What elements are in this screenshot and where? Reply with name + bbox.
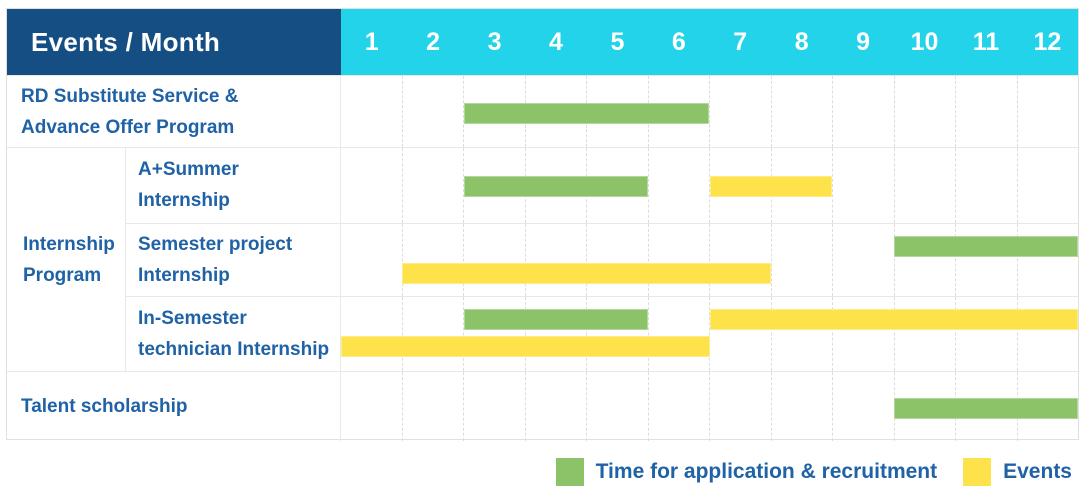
month-header-8: 8 bbox=[794, 27, 809, 56]
events-yellow-swatch bbox=[963, 458, 992, 486]
bar-area-semester-project bbox=[341, 223, 1078, 297]
gantt-bar-application bbox=[463, 309, 649, 331]
month-gridlines bbox=[341, 223, 1078, 297]
month-gridlines bbox=[341, 76, 1078, 147]
gantt-bar-events bbox=[402, 262, 771, 284]
gantt-bar-application bbox=[463, 176, 649, 198]
month-header-10: 10 bbox=[910, 27, 939, 56]
month-header-7: 7 bbox=[733, 27, 748, 56]
row-semester-project: Semester project Internship bbox=[126, 222, 1078, 297]
month-header-strip: 1 2 3 4 5 6 7 8 9 10 11 12 bbox=[341, 9, 1078, 75]
legend-label-application: Time for application & recruitment bbox=[595, 460, 938, 483]
events-month-header-cell: Events / Month bbox=[7, 9, 341, 75]
bar-area-a-plus-summer bbox=[341, 148, 1078, 223]
month-header-4: 4 bbox=[549, 27, 563, 56]
row-label-semester-project: Semester project Internship bbox=[126, 223, 341, 297]
month-header-12: 12 bbox=[1033, 27, 1062, 56]
application-green-swatch bbox=[555, 458, 584, 486]
bar-area-talent-scholarship bbox=[341, 372, 1078, 441]
gantt-bar-events bbox=[709, 176, 833, 198]
legend-label-events: Events bbox=[1003, 460, 1072, 483]
legend-item-application: Time for application & recruitment bbox=[555, 458, 938, 486]
row-in-semester-technician: In-Semester technician Internship bbox=[126, 296, 1078, 371]
gantt-bar-events bbox=[709, 309, 1078, 331]
gantt-bar-events bbox=[341, 336, 710, 358]
group-label-internship-program: Internship Program bbox=[7, 148, 126, 371]
gantt-bar-application bbox=[463, 102, 710, 124]
month-header-1: 1 bbox=[364, 27, 379, 56]
row-label-in-semester-technician: In-Semester technician Internship bbox=[126, 297, 341, 371]
row-label-a-plus-summer: A+Summer Internship bbox=[126, 148, 341, 223]
bar-area-rd-substitute bbox=[341, 76, 1078, 147]
table-header-row: Events / Month 1 2 3 4 5 6 7 8 9 10 11 12 bbox=[7, 9, 1078, 75]
month-header-2: 2 bbox=[426, 27, 441, 56]
row-label-talent-scholarship: Talent scholarship bbox=[7, 372, 341, 441]
month-header-5: 5 bbox=[610, 27, 625, 56]
gantt-bar-application bbox=[893, 235, 1078, 257]
row-a-plus-summer: A+Summer Internship bbox=[126, 148, 1078, 223]
legend-item-events: Events bbox=[963, 458, 1072, 486]
events-month-table: Events / Month 1 2 3 4 5 6 7 8 9 10 11 12 RD Substi… bbox=[6, 8, 1079, 441]
month-header-11: 11 bbox=[972, 27, 1000, 56]
month-header-6: 6 bbox=[671, 27, 686, 56]
legend: Time for application & recruitment Event… bbox=[555, 452, 1072, 492]
gantt-bar-application bbox=[893, 397, 1078, 419]
month-header-3: 3 bbox=[487, 27, 502, 56]
row-label-rd-substitute: RD Substitute Service & Advance Offer Pr… bbox=[7, 76, 341, 147]
row-talent-scholarship: Talent scholarship bbox=[7, 371, 1078, 441]
row-rd-substitute: RD Substitute Service & Advance Offer Pr… bbox=[7, 75, 1078, 147]
bar-area-in-semester-technician bbox=[341, 297, 1078, 371]
internship-program-rows: A+Summer Internship Semester project Int… bbox=[126, 148, 1078, 371]
month-header-9: 9 bbox=[856, 27, 871, 56]
internship-program-group: Internship Program A+Summer Internship S… bbox=[7, 147, 1078, 371]
